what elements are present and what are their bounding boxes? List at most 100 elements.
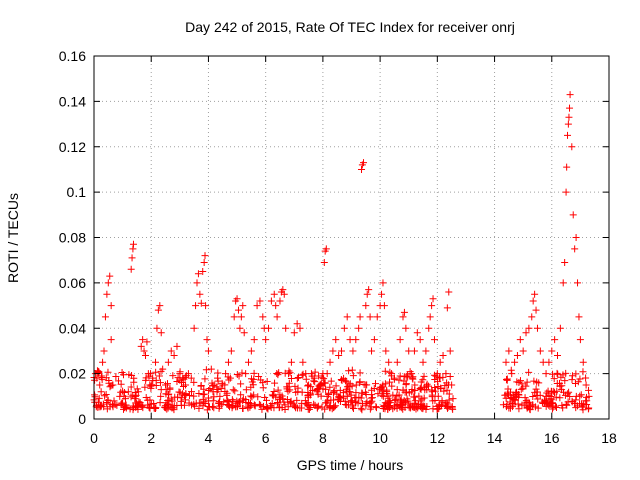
data-point xyxy=(503,375,511,383)
data-point xyxy=(267,403,275,411)
data-point xyxy=(299,358,307,366)
data-point xyxy=(219,381,227,389)
data-point xyxy=(568,143,576,151)
data-point xyxy=(201,375,209,383)
data-point xyxy=(306,404,314,412)
data-point xyxy=(433,370,441,378)
data-point xyxy=(416,336,424,344)
x-tick-label: 16 xyxy=(544,430,560,446)
data-point xyxy=(167,347,175,355)
data-point xyxy=(122,404,130,412)
data-point xyxy=(399,405,407,413)
data-point xyxy=(372,404,380,412)
data-point xyxy=(532,385,540,393)
data-point xyxy=(254,393,262,401)
data-point xyxy=(184,370,192,378)
data-point xyxy=(552,403,560,411)
data-point xyxy=(195,399,203,407)
data-point xyxy=(226,374,234,382)
data-point xyxy=(565,388,573,396)
data-point xyxy=(271,379,279,387)
data-point xyxy=(129,240,137,248)
data-point xyxy=(410,347,418,355)
data-point xyxy=(314,402,322,410)
data-point xyxy=(400,308,408,316)
data-point xyxy=(516,336,524,344)
data-point xyxy=(159,365,167,373)
data-point xyxy=(517,385,525,393)
data-point xyxy=(345,367,353,375)
data-point xyxy=(529,393,537,401)
data-point xyxy=(202,366,210,374)
data-point xyxy=(323,399,331,407)
data-point xyxy=(263,378,271,386)
data-point xyxy=(131,392,139,400)
data-point xyxy=(233,397,241,405)
data-point xyxy=(323,392,331,400)
data-point xyxy=(236,324,244,332)
data-point xyxy=(170,351,178,359)
data-point xyxy=(565,113,573,121)
data-point xyxy=(356,369,364,377)
y-tick-label: 0 xyxy=(78,411,86,427)
data-point xyxy=(215,404,223,412)
data-point xyxy=(157,392,165,400)
data-point xyxy=(585,386,593,394)
data-point xyxy=(101,392,109,400)
data-point xyxy=(572,380,580,388)
data-point xyxy=(281,401,289,409)
data-point xyxy=(245,358,252,366)
data-point xyxy=(192,302,200,310)
data-point xyxy=(545,358,553,366)
data-point xyxy=(552,393,560,401)
data-point xyxy=(304,392,312,400)
data-point xyxy=(331,402,339,410)
data-point xyxy=(204,394,212,402)
data-point xyxy=(374,390,382,398)
x-axis-label: GPS time / hours xyxy=(297,457,404,473)
data-point xyxy=(127,393,135,401)
data-point xyxy=(553,369,561,377)
data-point xyxy=(348,366,356,374)
data-point xyxy=(576,400,584,408)
data-point xyxy=(340,324,348,332)
data-point xyxy=(428,302,436,310)
data-point xyxy=(436,358,444,366)
data-point xyxy=(188,388,196,396)
data-point xyxy=(352,393,360,401)
data-point xyxy=(576,375,584,383)
data-point xyxy=(566,104,574,112)
data-point xyxy=(582,374,590,382)
data-point xyxy=(200,385,208,393)
data-point xyxy=(572,396,580,404)
data-point xyxy=(551,336,559,344)
data-point xyxy=(348,398,356,406)
data-point xyxy=(556,324,564,332)
data-point xyxy=(134,388,142,396)
data-point xyxy=(585,392,593,400)
data-point xyxy=(152,358,160,366)
data-point xyxy=(419,376,427,384)
data-point xyxy=(146,404,154,412)
data-point xyxy=(571,245,579,253)
data-point xyxy=(169,372,177,380)
data-point xyxy=(541,397,549,405)
data-point xyxy=(378,383,386,391)
data-point xyxy=(357,404,365,412)
data-point xyxy=(239,302,247,310)
data-point xyxy=(430,336,438,344)
data-point xyxy=(356,378,364,386)
data-point xyxy=(366,313,374,321)
data-point xyxy=(262,336,270,344)
data-point xyxy=(178,394,186,402)
data-point xyxy=(170,406,178,414)
data-point xyxy=(582,381,590,389)
data-point xyxy=(356,313,364,321)
data-point xyxy=(336,394,344,402)
data-point xyxy=(392,395,400,403)
data-point xyxy=(506,394,514,402)
data-point xyxy=(290,329,298,337)
data-point xyxy=(576,392,584,400)
data-point xyxy=(443,379,451,387)
data-point xyxy=(572,404,580,412)
